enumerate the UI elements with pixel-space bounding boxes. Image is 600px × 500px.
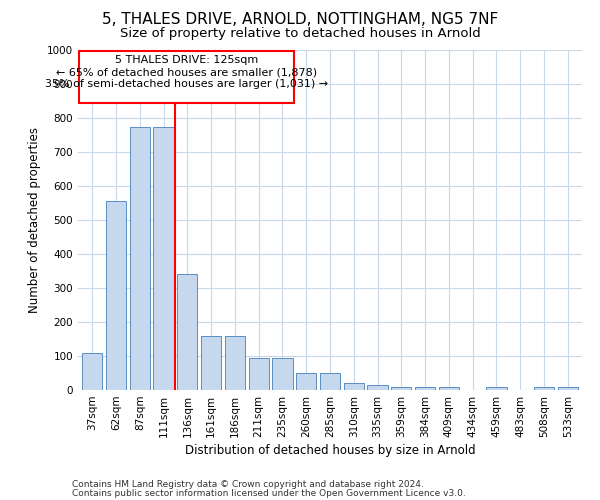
Bar [487,386,506,390]
Text: Size of property relative to detached houses in Arnold: Size of property relative to detached ho… [119,28,481,40]
Bar [106,202,126,390]
Bar [439,386,459,390]
Bar [557,386,578,390]
Bar [272,358,293,390]
Text: 5 THALES DRIVE: 125sqm: 5 THALES DRIVE: 125sqm [115,55,259,65]
Bar [130,126,150,390]
Bar [367,385,388,390]
Bar [320,373,340,390]
Bar [225,336,245,390]
Bar [177,274,197,390]
Text: 5, THALES DRIVE, ARNOLD, NOTTINGHAM, NG5 7NF: 5, THALES DRIVE, ARNOLD, NOTTINGHAM, NG5… [102,12,498,28]
Bar [201,336,221,390]
Text: 35% of semi-detached houses are larger (1,031) →: 35% of semi-detached houses are larger (… [45,79,328,89]
Bar [296,373,316,390]
Text: Contains public sector information licensed under the Open Government Licence v3: Contains public sector information licen… [72,488,466,498]
Bar [248,358,269,390]
Bar [534,386,554,390]
Bar [391,386,412,390]
Text: ← 65% of detached houses are smaller (1,878): ← 65% of detached houses are smaller (1,… [56,67,317,77]
FancyBboxPatch shape [79,50,295,102]
Text: Contains HM Land Registry data © Crown copyright and database right 2024.: Contains HM Land Registry data © Crown c… [72,480,424,489]
Y-axis label: Number of detached properties: Number of detached properties [28,127,41,313]
Bar [82,352,103,390]
Bar [415,386,435,390]
Bar [344,383,364,390]
X-axis label: Distribution of detached houses by size in Arnold: Distribution of detached houses by size … [185,444,475,457]
Bar [154,126,173,390]
